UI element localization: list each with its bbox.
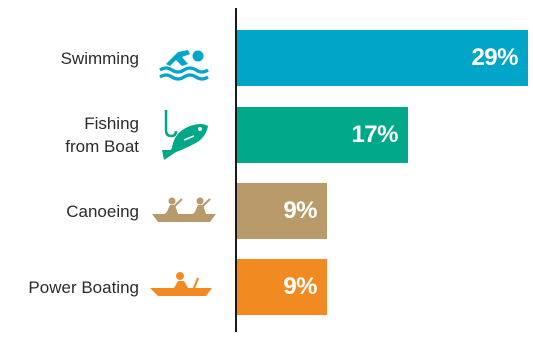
bar-swimming [237, 30, 528, 86]
canoe-rowers-icon [152, 197, 216, 222]
power-boat-icon [150, 272, 212, 296]
category-label-power-boating: Power Boating [28, 277, 139, 297]
bars-group [237, 30, 528, 315]
category-label-canoeing: Canoeing [66, 201, 139, 221]
category-label-fishing-from-boat: Fishing from Boat [65, 114, 139, 156]
swimmer-icon [159, 50, 209, 81]
value-label-swimming: 29% [471, 44, 518, 71]
bar-fishing-from-boat [237, 107, 408, 163]
value-label-fishing-from-boat: 17% [351, 121, 398, 148]
bar-power-boating [237, 259, 327, 315]
value-label-canoeing: 9% [283, 197, 317, 224]
value-label-power-boating: 9% [283, 273, 317, 300]
bar-canoeing [237, 183, 327, 239]
category-label-swimming: Swimming [60, 48, 139, 68]
fish-on-hook-icon [162, 110, 208, 160]
